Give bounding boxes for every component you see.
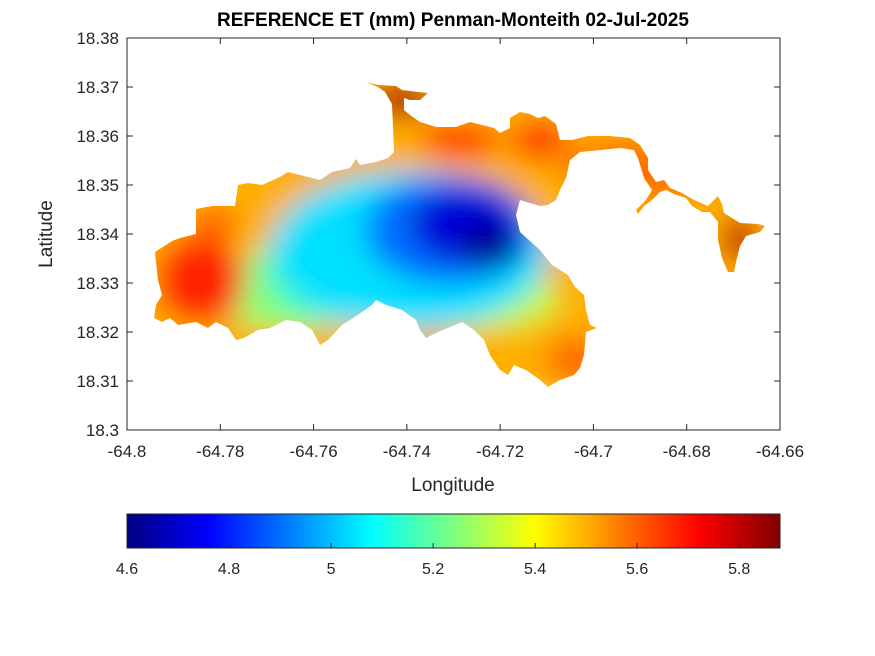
x-tick-label: -64.68 xyxy=(663,442,711,461)
y-tick-label: 18.31 xyxy=(76,372,119,391)
y-tick-label: 18.33 xyxy=(76,274,119,293)
y-tick-label: 18.37 xyxy=(76,78,119,97)
y-tick-label: 18.32 xyxy=(76,323,119,342)
x-tick-label: -64.8 xyxy=(108,442,147,461)
field-north-red xyxy=(420,124,500,156)
y-axis-label: Latitude xyxy=(36,200,57,268)
colorbar-tick-label: 5.4 xyxy=(524,561,546,578)
y-tick-label: 18.36 xyxy=(76,127,119,146)
y-tick-label: 18.38 xyxy=(76,29,119,48)
colorbar-tick-label: 5.8 xyxy=(728,561,750,578)
x-tick-label: -64.72 xyxy=(476,442,524,461)
x-axis-label: Longitude xyxy=(411,475,494,496)
colorbar-tick-label: 5 xyxy=(327,561,336,578)
y-axis: 18.3 18.31 18.32 18.33 18.34 18.35 18.36 18.37 1… xyxy=(76,29,780,440)
x-tick-label: -64.78 xyxy=(196,442,244,461)
colorbar-tick-label: 4.8 xyxy=(218,561,240,578)
y-tick-label: 18.34 xyxy=(76,225,119,244)
x-tick-label: -64.76 xyxy=(289,442,337,461)
y-tick-label: 18.35 xyxy=(76,176,119,195)
field-west-orange xyxy=(193,210,237,234)
y-tick-label: 18.3 xyxy=(86,421,119,440)
x-tick-label: -64.74 xyxy=(383,442,431,461)
colorbar-tick-label: 4.6 xyxy=(116,561,138,578)
field-minimum xyxy=(460,223,520,267)
chart-title: REFERENCE ET (mm) Penman-Monteith 02-Jul… xyxy=(217,10,689,31)
colorbar xyxy=(126,513,781,549)
x-tick-label: -64.66 xyxy=(756,442,804,461)
field-northeast-red xyxy=(510,120,570,160)
colorbar-tick-label: 5.6 xyxy=(626,561,648,578)
x-tick-label: -64.7 xyxy=(574,442,613,461)
colorbar-ticks: 4.6 4.8 5 5.2 5.4 5.6 5.8 xyxy=(116,543,750,578)
x-axis: -64.8 -64.78 -64.76 -64.74 -64.72 -64.7 -64.68… xyxy=(108,38,804,461)
field-west-red xyxy=(155,235,245,325)
colorbar-tick-label: 5.2 xyxy=(422,561,444,578)
